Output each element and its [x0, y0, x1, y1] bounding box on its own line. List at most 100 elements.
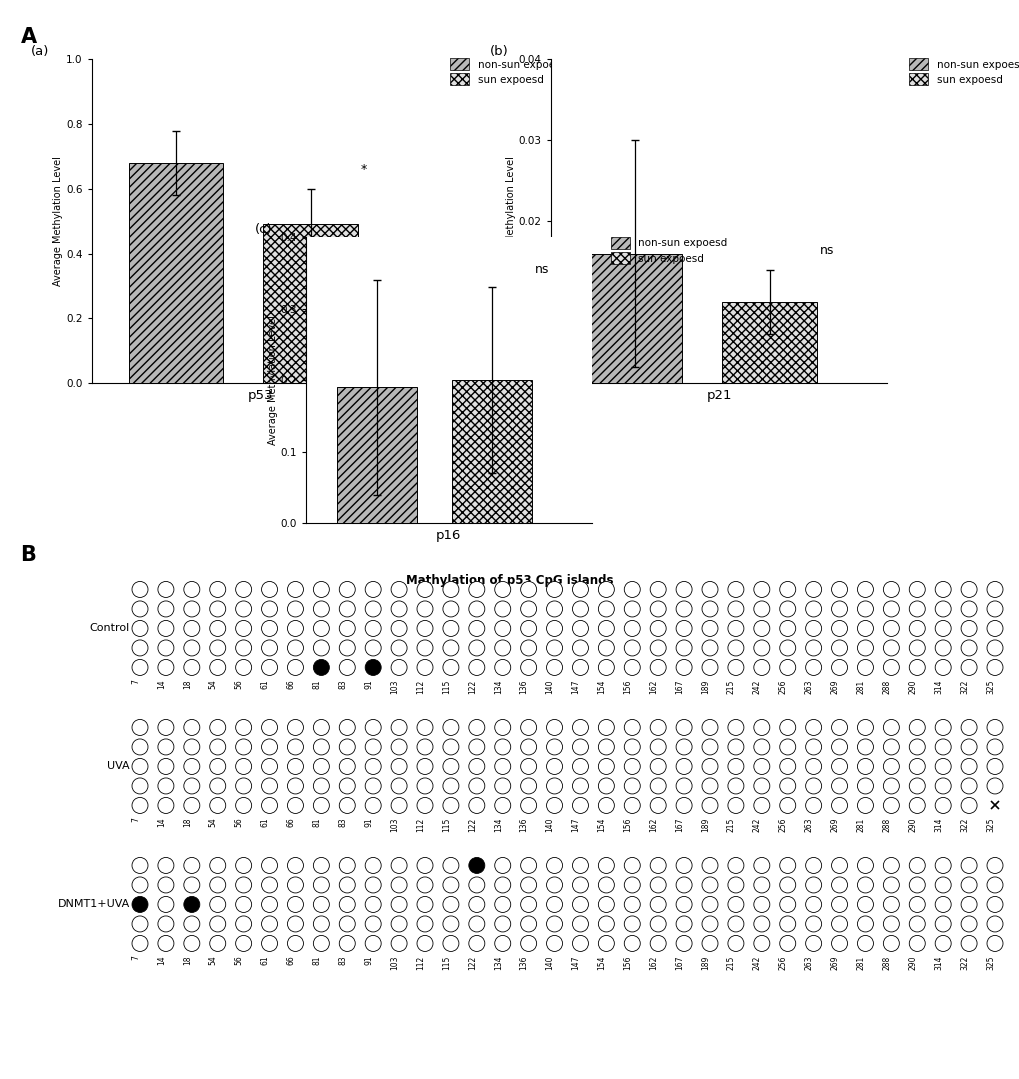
Circle shape	[546, 935, 562, 952]
Legend: non-sun expoesd, sun expoesd: non-sun expoesd, sun expoesd	[610, 237, 727, 264]
Circle shape	[934, 897, 951, 913]
Circle shape	[960, 935, 976, 952]
Circle shape	[210, 659, 225, 675]
Circle shape	[235, 877, 252, 893]
Circle shape	[546, 620, 562, 637]
Circle shape	[986, 877, 1002, 893]
Circle shape	[469, 877, 484, 893]
Circle shape	[572, 778, 588, 794]
Text: 14: 14	[157, 818, 166, 828]
Circle shape	[598, 640, 613, 656]
Circle shape	[753, 916, 769, 932]
Circle shape	[235, 720, 252, 736]
Circle shape	[520, 620, 536, 637]
Text: 18: 18	[182, 818, 192, 827]
Circle shape	[908, 720, 924, 736]
Circle shape	[131, 916, 148, 932]
Text: 322: 322	[959, 955, 968, 970]
Circle shape	[779, 720, 795, 736]
Circle shape	[494, 897, 511, 913]
Circle shape	[261, 897, 277, 913]
Y-axis label: Average Methylation Level: Average Methylation Level	[53, 156, 63, 286]
Circle shape	[908, 916, 924, 932]
Circle shape	[728, 759, 743, 775]
Circle shape	[676, 877, 692, 893]
Text: 167: 167	[675, 680, 684, 694]
Text: 81: 81	[312, 818, 321, 827]
Circle shape	[210, 582, 225, 598]
Circle shape	[779, 620, 795, 637]
Circle shape	[158, 897, 173, 913]
Circle shape	[390, 778, 407, 794]
Text: 269: 269	[829, 818, 839, 832]
Circle shape	[572, 640, 588, 656]
Text: 154: 154	[597, 680, 605, 694]
Text: 56: 56	[234, 955, 244, 966]
Circle shape	[442, 601, 459, 617]
Legend: non-sun expoesd, sun expoesd: non-sun expoesd, sun expoesd	[909, 58, 1019, 85]
Text: 54: 54	[209, 955, 217, 966]
Text: 156: 156	[623, 818, 632, 832]
Circle shape	[986, 759, 1002, 775]
Text: Mathylation of p53 CpG islands: Mathylation of p53 CpG islands	[406, 574, 613, 587]
Circle shape	[520, 778, 536, 794]
Circle shape	[572, 858, 588, 873]
Circle shape	[986, 620, 1002, 637]
Circle shape	[830, 897, 847, 913]
Text: 134: 134	[493, 818, 502, 832]
Circle shape	[649, 935, 665, 952]
Circle shape	[753, 620, 769, 637]
Circle shape	[494, 601, 511, 617]
Circle shape	[676, 640, 692, 656]
Circle shape	[830, 759, 847, 775]
Circle shape	[805, 582, 821, 598]
Text: 242: 242	[752, 955, 761, 970]
Circle shape	[857, 797, 872, 814]
Circle shape	[287, 659, 304, 675]
Circle shape	[442, 858, 459, 873]
Circle shape	[131, 877, 148, 893]
Circle shape	[390, 858, 407, 873]
Circle shape	[598, 916, 613, 932]
Text: ns: ns	[534, 263, 548, 276]
Circle shape	[339, 916, 355, 932]
Circle shape	[235, 858, 252, 873]
Circle shape	[701, 620, 717, 637]
Text: 162: 162	[648, 955, 657, 970]
Circle shape	[469, 739, 484, 755]
Circle shape	[701, 778, 717, 794]
Text: 290: 290	[907, 680, 916, 694]
Circle shape	[753, 582, 769, 598]
Text: 269: 269	[829, 680, 839, 694]
Circle shape	[779, 640, 795, 656]
Circle shape	[649, 720, 665, 736]
Circle shape	[365, 778, 381, 794]
Circle shape	[753, 877, 769, 893]
Circle shape	[520, 720, 536, 736]
Text: 56: 56	[234, 818, 244, 828]
Circle shape	[183, 759, 200, 775]
Circle shape	[598, 858, 613, 873]
Circle shape	[753, 778, 769, 794]
Circle shape	[728, 778, 743, 794]
Circle shape	[131, 720, 148, 736]
Circle shape	[442, 897, 459, 913]
Text: 290: 290	[907, 955, 916, 970]
Text: 288: 288	[881, 818, 891, 832]
Circle shape	[210, 916, 225, 932]
Circle shape	[753, 897, 769, 913]
Circle shape	[546, 582, 562, 598]
Circle shape	[649, 877, 665, 893]
Circle shape	[830, 582, 847, 598]
Circle shape	[546, 720, 562, 736]
Circle shape	[728, 601, 743, 617]
Circle shape	[417, 601, 433, 617]
Text: 281: 281	[856, 680, 864, 694]
Circle shape	[183, 916, 200, 932]
Circle shape	[805, 877, 821, 893]
Circle shape	[210, 601, 225, 617]
Circle shape	[960, 797, 976, 814]
Circle shape	[908, 897, 924, 913]
Circle shape	[882, 601, 899, 617]
Circle shape	[287, 916, 304, 932]
